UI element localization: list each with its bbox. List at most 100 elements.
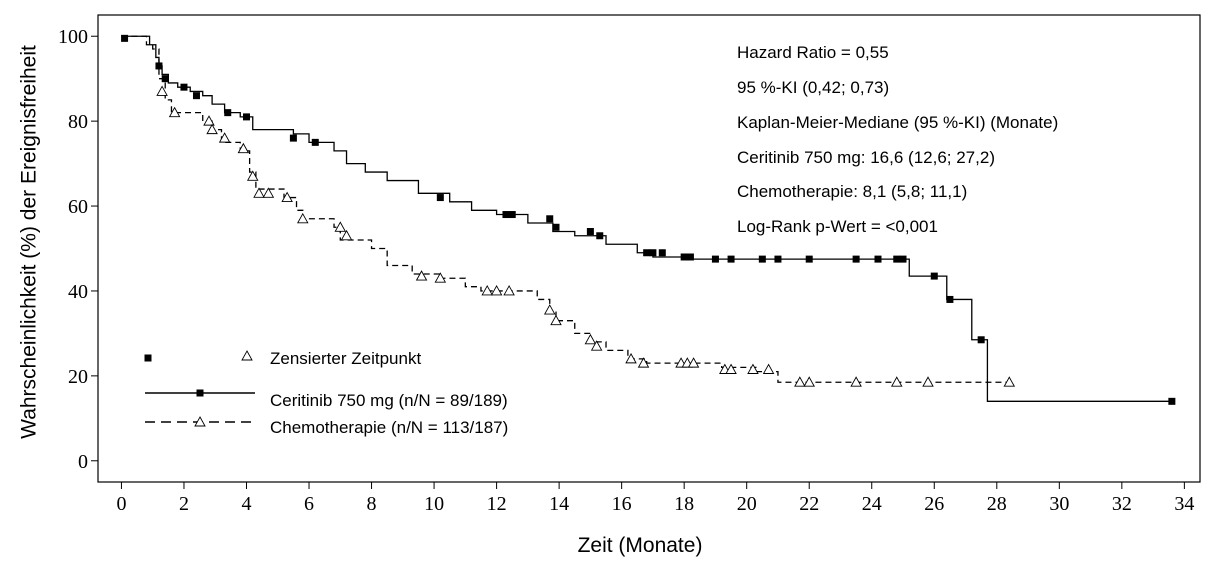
x-tick-label: 4 (241, 493, 251, 515)
x-tick-label: 8 (367, 493, 377, 515)
censor-mark (297, 212, 309, 224)
censor-mark (121, 34, 129, 42)
censor-mark (596, 232, 604, 240)
censor-mark (747, 363, 759, 374)
censor-mark (584, 333, 597, 345)
censor-mark (550, 314, 562, 326)
legend-censor-label: Zensierter Zeitpunkt (270, 349, 421, 368)
censor-mark (253, 187, 265, 198)
censor-mark (850, 376, 862, 387)
censor-mark (155, 62, 163, 70)
censor-mark (946, 295, 954, 303)
x-tick-label: 30 (1049, 493, 1069, 515)
censor-mark (156, 85, 168, 96)
annotation: Chemotherapie: 8,1 (5,8; 11,1) (737, 182, 967, 201)
x-tick-label: 14 (549, 493, 569, 515)
censor-mark (224, 109, 232, 117)
x-tick-label: 32 (1112, 493, 1132, 515)
x-tick-label: 10 (424, 493, 444, 515)
censor-mark (503, 285, 515, 296)
censor-mark (680, 253, 688, 261)
censor-mark (803, 376, 815, 387)
y-tick-label: 0 (78, 451, 88, 473)
censor-mark (758, 255, 766, 263)
x-tick-label: 0 (116, 493, 126, 515)
y-tick-label: 100 (58, 26, 88, 48)
censor-mark (311, 138, 319, 146)
censor-mark (242, 113, 250, 121)
censor-mark (930, 272, 938, 280)
y-tick-label: 40 (68, 281, 88, 303)
censor-mark (637, 357, 650, 368)
x-tick-label: 34 (1174, 493, 1194, 515)
y-tick-label: 80 (68, 111, 88, 133)
survival-curve (121, 35, 1172, 402)
censor-mark (262, 187, 275, 198)
censor-mark (552, 223, 560, 231)
censor-mark (658, 249, 666, 257)
legend-marker (194, 416, 206, 427)
censor-mark (543, 304, 556, 315)
censor-mark (281, 191, 293, 203)
censor-mark (546, 215, 554, 223)
x-tick-label: 24 (862, 493, 882, 515)
censor-mark (289, 134, 297, 142)
x-tick-label: 28 (987, 493, 1007, 515)
censor-mark (246, 170, 259, 181)
x-tick-label: 6 (304, 493, 314, 515)
x-tick-label: 26 (924, 493, 944, 515)
censor-mark (1168, 397, 1176, 405)
censor-mark (161, 75, 169, 83)
x-tick-label: 16 (612, 493, 632, 515)
censor-mark (727, 255, 735, 263)
censor-mark (590, 340, 603, 351)
censor-mark (218, 132, 231, 143)
legend-censor-marker (241, 350, 253, 361)
censor-mark (415, 270, 428, 281)
legend-label: Chemotherapie (n/N = 113/187) (270, 418, 508, 437)
censor-mark (711, 255, 719, 263)
legend-label: Ceritinib 750 mg (n/N = 89/189) (270, 391, 508, 410)
censor-mark (762, 363, 775, 374)
x-tick-label: 20 (737, 493, 757, 515)
censor-mark (490, 285, 503, 296)
annotation: Ceritinib 750 mg: 16,6 (12,6; 27,2) (737, 148, 995, 167)
censor-mark (890, 376, 903, 387)
legend-censor-marker (144, 354, 152, 362)
censor-mark (687, 357, 700, 368)
y-tick-label: 20 (68, 366, 88, 388)
censor-mark (922, 376, 934, 387)
censor-mark (899, 255, 907, 263)
censor-mark (805, 255, 813, 263)
censor-mark (502, 211, 510, 219)
x-tick-label: 2 (179, 493, 189, 515)
censor-mark (774, 255, 782, 263)
annotation: Hazard Ratio = 0,55 (737, 43, 889, 62)
annotation: Kaplan-Meier-Mediane (95 %-KI) (Monate) (737, 113, 1058, 132)
censor-mark (874, 255, 882, 263)
x-axis-label: Zeit (Monate) (578, 534, 703, 557)
x-tick-label: 12 (487, 493, 507, 515)
censor-mark (977, 336, 985, 344)
censor-mark (192, 92, 200, 100)
censor-mark (586, 228, 594, 236)
censor-mark (686, 253, 694, 261)
x-tick-label: 18 (674, 493, 694, 515)
censor-mark (434, 272, 447, 283)
plot-frame (97, 14, 1201, 483)
censor-mark (206, 123, 218, 135)
censor-mark (340, 229, 353, 241)
x-tick-label: 22 (799, 493, 819, 515)
censor-mark (649, 249, 657, 257)
censor-mark (794, 376, 806, 387)
legend-marker (196, 389, 204, 397)
censor-mark (334, 221, 347, 232)
y-tick-label: 60 (68, 196, 88, 218)
censor-mark (180, 83, 188, 91)
censor-mark (168, 106, 181, 118)
annotation: 95 %-KI (0,42; 0,73) (737, 78, 889, 97)
y-axis-label: Wahrscheinlichkeit (%) der Ereignisfreih… (18, 45, 41, 439)
censor-mark (1003, 376, 1016, 387)
censor-mark (852, 255, 860, 263)
